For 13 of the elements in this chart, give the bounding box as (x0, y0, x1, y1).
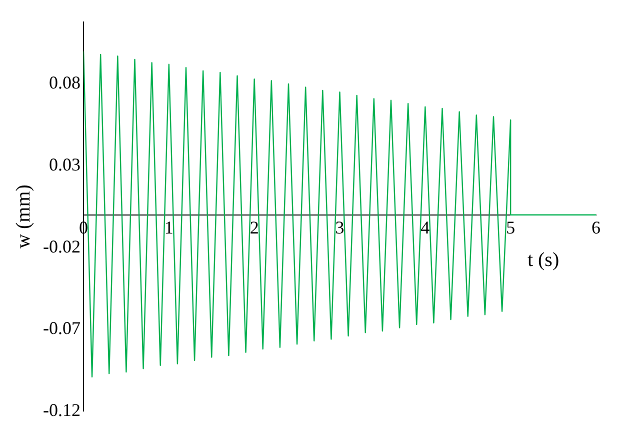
y-axis-title: w (mm) (12, 184, 34, 248)
x-axis-title: t (s) (527, 249, 560, 272)
x-tick-label: 4 (420, 217, 430, 238)
y-tick-label: 0.08 (48, 72, 80, 93)
y-tick-label: -0.07 (42, 318, 80, 338)
x-tick-label: 1 (164, 217, 174, 238)
x-tick-label: 3 (335, 217, 344, 238)
x-tick-label: 2 (250, 217, 259, 238)
x-tick-label: 5 (506, 217, 516, 238)
y-tick-label: -0.12 (42, 400, 80, 420)
y-tick-label: -0.02 (42, 236, 80, 256)
y-tick-label: 0.03 (48, 154, 80, 175)
x-tick-label: 6 (592, 217, 600, 238)
